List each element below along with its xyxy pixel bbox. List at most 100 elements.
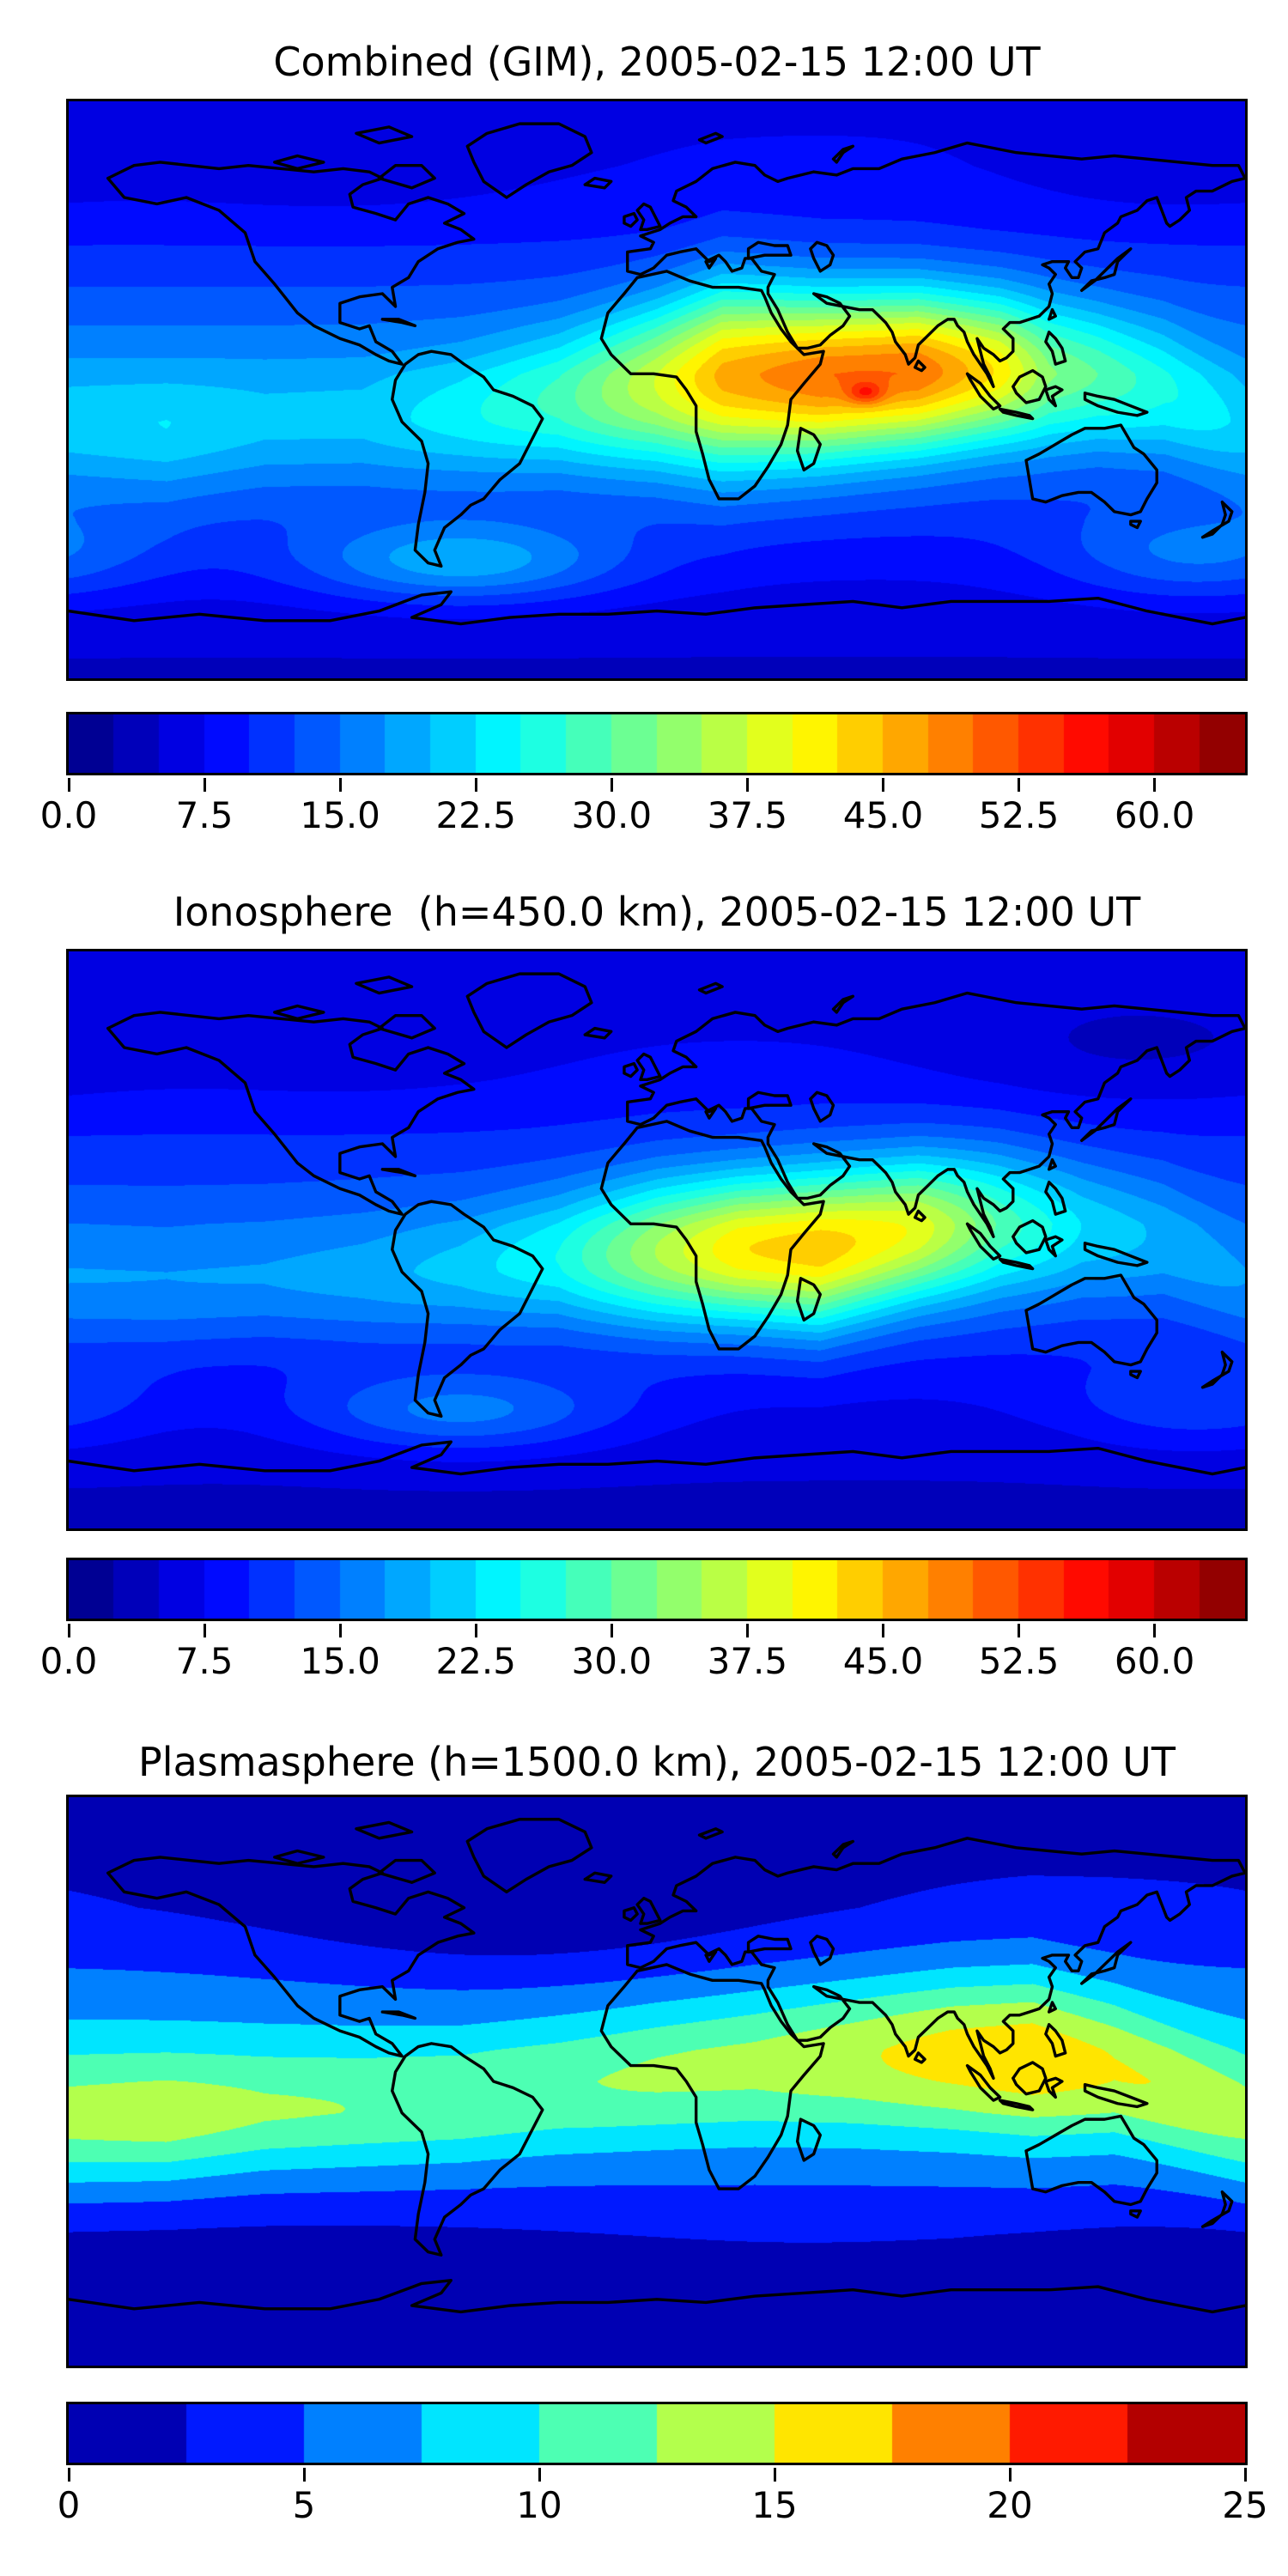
colorbar-tick-label: 52.5	[978, 794, 1060, 836]
map-frame	[66, 99, 1248, 681]
coastline-path	[382, 1170, 415, 1176]
colorbar-tick-mark	[1018, 1624, 1021, 1637]
coastline-path	[968, 1224, 1000, 1259]
coastline-path	[585, 179, 611, 188]
coastline-path	[749, 242, 791, 258]
colorbar-tick-label: 15.0	[300, 794, 380, 836]
colorbar-tick-label: 25	[1222, 2484, 1268, 2526]
colorbar-tick-mark	[538, 2468, 541, 2482]
colorbar-tick-mark	[338, 778, 342, 792]
coastline-path	[1046, 2078, 1062, 2097]
colorbar-tick-label: 5	[292, 2484, 316, 2526]
colorbar-tick-mark	[203, 778, 206, 792]
colorbar-tick-mark	[610, 1624, 613, 1637]
coastline-path	[637, 1899, 660, 1923]
coastline-path	[834, 146, 854, 162]
coastline-path	[624, 1064, 637, 1077]
colorbar-tick-label: 7.5	[175, 1640, 234, 1682]
coastline-path	[637, 204, 660, 229]
colorbar-tick-label: 52.5	[978, 1640, 1060, 1682]
coastline-path	[108, 1857, 474, 2057]
coastline-overlay	[69, 1797, 1245, 2366]
colorbar-frame	[66, 712, 1248, 775]
colorbar-tick-mark	[67, 1624, 70, 1637]
coastline-path	[749, 1092, 791, 1109]
coastline-path	[1046, 2025, 1066, 2057]
coastline-path	[380, 166, 435, 188]
coastline-path	[915, 2053, 925, 2063]
map-frame	[66, 1795, 1248, 2368]
colorbar-tick-mark	[203, 1624, 206, 1637]
coastline-path	[1131, 1371, 1140, 1377]
coastline-path	[968, 2066, 1000, 2100]
coastline-path	[585, 1029, 611, 1038]
coastline-path	[1013, 2063, 1046, 2094]
colorbar-tick-mark	[1008, 2468, 1012, 2482]
coastline-path	[601, 1121, 823, 1349]
panel-title: Ionosphere (h=450.0 km), 2005-02-15 12:0…	[173, 889, 1141, 935]
colorbar-tick-label: 30.0	[571, 794, 653, 836]
colorbar-tick-label: 37.5	[707, 794, 788, 836]
coastline-path	[1082, 1942, 1131, 1984]
coastline-path	[467, 1820, 592, 1893]
panel-title: Combined (GIM), 2005-02-15 12:00 UT	[273, 39, 1041, 85]
coastline-path	[1203, 1352, 1232, 1388]
coastline-path	[915, 361, 925, 370]
coastline-path	[275, 1005, 324, 1018]
coastline-path	[637, 1054, 660, 1079]
coastline-path	[392, 2044, 543, 2255]
colorbar-tick-mark	[1153, 778, 1157, 792]
colorbar-tick-mark	[474, 778, 477, 792]
coastline-path	[1049, 1160, 1056, 1170]
colorbar-tick-label: 15.0	[300, 1640, 380, 1682]
coastline-path	[624, 214, 637, 227]
coastline-path	[601, 271, 823, 499]
colorbar-ticks: 0.0 7.5 15.0 22.5 30.0 37.5 45.0 52.5 60.0	[40, 778, 1245, 855]
colorbar-tick-label: 0.0	[39, 1640, 98, 1682]
coastline-path	[1085, 393, 1147, 416]
coastline-path	[380, 1016, 435, 1038]
coastline-path	[69, 592, 1245, 623]
coastline-path	[69, 1442, 1245, 1473]
colorbar-tick-label: 22.5	[435, 1640, 516, 1682]
coastline-path	[628, 143, 1245, 387]
coastline-path	[275, 155, 324, 168]
coastline-path	[380, 1861, 435, 1883]
coastline-path	[1046, 332, 1066, 364]
colorbar-tick-mark	[302, 2468, 306, 2482]
colorbar-canvas	[69, 2404, 1245, 2463]
colorbar-tick-label: 20	[987, 2484, 1033, 2526]
colorbar-tick-label: 60.0	[1114, 794, 1195, 836]
coastline-path	[834, 1841, 854, 1856]
coastline-path	[1000, 409, 1033, 418]
coastline-path	[699, 133, 722, 143]
colorbar-frame	[66, 2402, 1248, 2465]
coastline-path	[392, 351, 543, 566]
colorbar-tick-label: 22.5	[435, 794, 516, 836]
colorbar-tick-mark	[474, 1624, 477, 1637]
coastline-path	[1082, 249, 1131, 291]
colorbar-tick-mark	[67, 778, 70, 792]
coastline-path	[1026, 425, 1157, 515]
colorbar-tick-label: 60.0	[1114, 1640, 1195, 1682]
coastline-path	[1203, 502, 1232, 538]
coastline-path	[356, 127, 412, 143]
colorbar-tick-mark	[610, 778, 613, 792]
colorbar-tick-mark	[1243, 2468, 1247, 2482]
coastline-path	[1046, 1236, 1062, 1255]
coastline-path	[1085, 2085, 1147, 2107]
coastline-path	[699, 1829, 722, 1838]
coastline-path	[1013, 371, 1046, 403]
coastline-path	[624, 1908, 637, 1921]
colorbar-tick-mark	[1018, 778, 1021, 792]
coastline-path	[1013, 1221, 1046, 1253]
coastline-path	[1082, 1099, 1131, 1141]
coastline-path	[467, 974, 592, 1048]
coastline-path	[356, 1822, 412, 1838]
coastline-path	[1026, 2116, 1157, 2204]
coastline-path	[798, 2119, 821, 2160]
coastline-path	[798, 428, 821, 471]
coastline-path	[392, 1201, 543, 1416]
colorbar-tick-mark	[881, 1624, 884, 1637]
